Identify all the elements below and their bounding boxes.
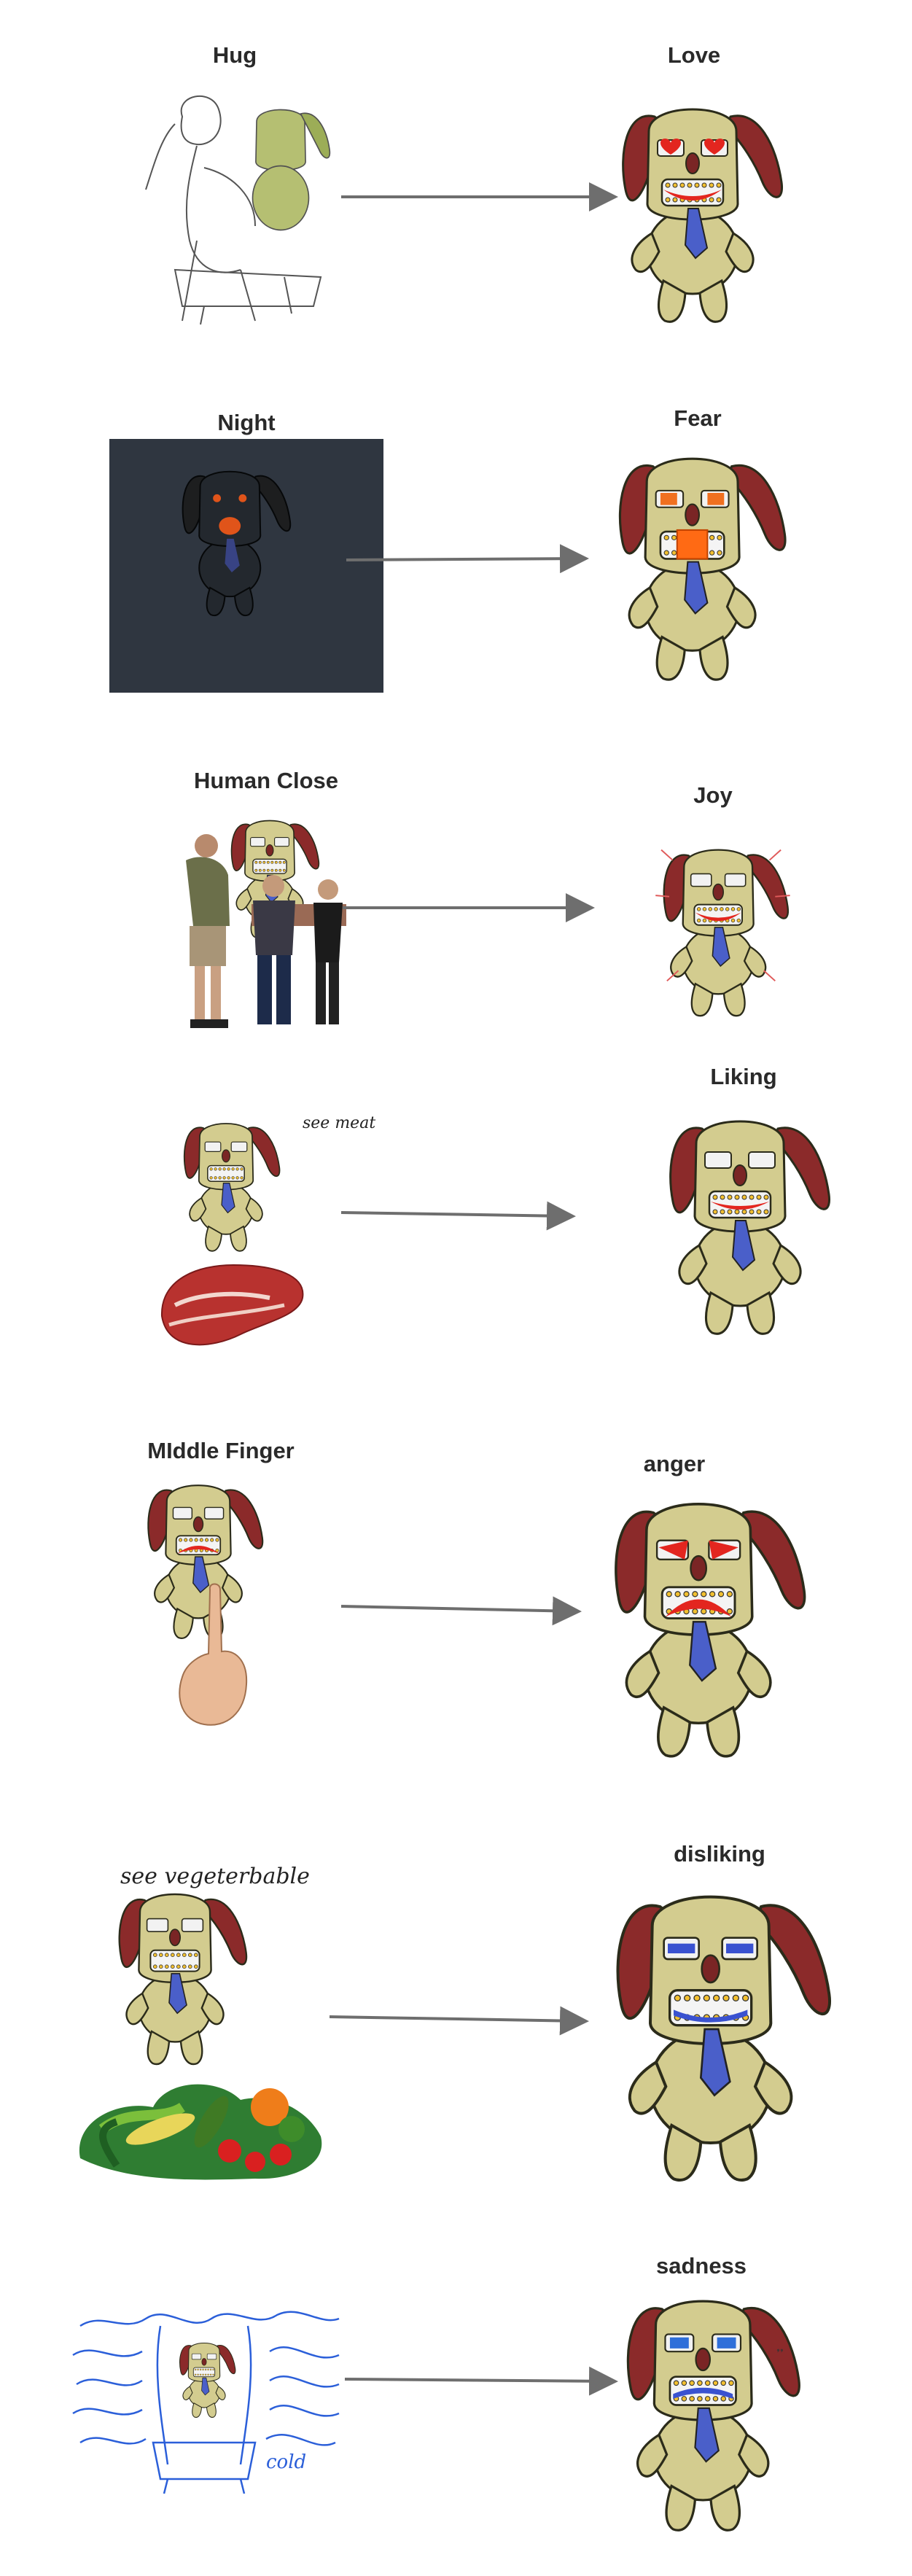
hug-sketch <box>145 96 331 325</box>
plush-joy <box>655 849 790 1017</box>
emotion-label-sadness: sadness <box>655 2253 747 2279</box>
plush-love <box>622 108 784 323</box>
plush-with-meat <box>160 1123 304 1346</box>
emotion-label-disliking: disliking <box>674 1841 765 1867</box>
plush-night <box>182 470 292 617</box>
emotion-label-liking: Liking <box>710 1064 777 1089</box>
plush-disliking <box>616 1895 832 2182</box>
plush-anger <box>615 1503 806 1758</box>
humans-photo <box>186 820 346 1028</box>
emotion-label-love: Love <box>667 42 721 68</box>
stimulus-label-hug: Hug <box>212 42 257 68</box>
plush-with-finger <box>147 1484 264 1726</box>
plush-liking <box>669 1120 831 1335</box>
plush-with-vegetables <box>79 1893 322 2180</box>
stimulus-label-middle-finger: MIddle Finger <box>147 1438 295 1463</box>
note-see-meat: see meat <box>303 1114 376 1132</box>
note-cold: cold <box>266 2451 307 2473</box>
emotion-label-joy: Joy <box>693 782 733 808</box>
note-see-vegetables: see vegeterbable <box>120 1864 310 1889</box>
stimulus-label-night: Night <box>217 410 276 435</box>
plush-fear <box>618 457 787 681</box>
emotion-label-fear: Fear <box>674 405 722 431</box>
stimulus-label-human-close: Human Close <box>193 768 339 793</box>
emotion-label-anger: anger <box>643 1451 706 1476</box>
cold-sketch <box>72 2311 340 2494</box>
plush-sadness: ຸ ຸ <box>626 2300 800 2532</box>
